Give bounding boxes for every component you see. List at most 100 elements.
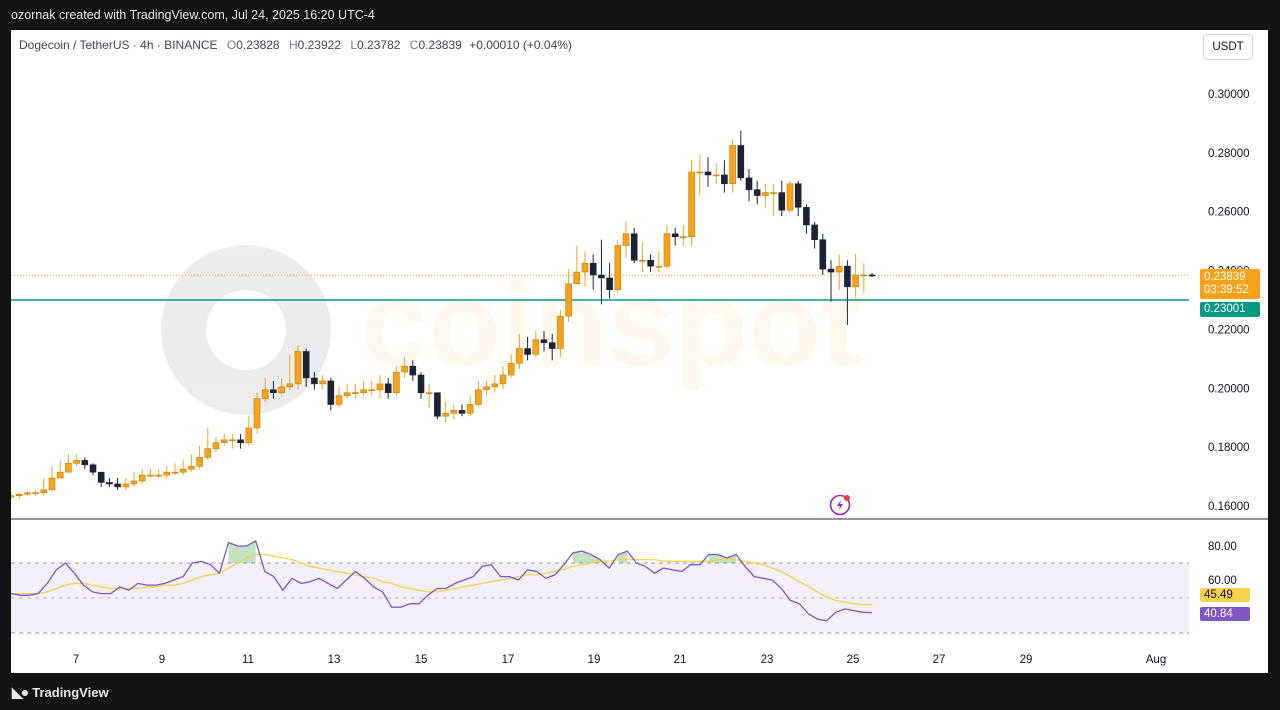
rsi-ma-badge: 45.49 xyxy=(1200,588,1250,602)
price-axis-label: 0.28000 xyxy=(1208,148,1250,160)
time-axis-label: 27 xyxy=(933,654,946,666)
candle-body xyxy=(278,386,285,394)
candle-body xyxy=(434,392,441,417)
candle-body xyxy=(56,471,64,479)
high-value: 0.23922 xyxy=(297,38,342,52)
change-value: +0.00010 (+0.04%) xyxy=(469,38,572,52)
candle-body xyxy=(32,492,39,495)
rsi-axis-label: 80.00 xyxy=(1208,541,1237,553)
candle-body xyxy=(294,351,302,385)
lightning-icon[interactable] xyxy=(829,494,851,516)
candle-body xyxy=(417,374,425,393)
candle-body xyxy=(548,342,556,349)
candle-body xyxy=(589,262,597,276)
candle-body xyxy=(737,145,745,179)
rsi-band-fill xyxy=(11,563,1189,633)
last-price-badge: 0.23839 03:39:52 xyxy=(1200,269,1260,299)
candle-body xyxy=(614,245,622,291)
candle-body xyxy=(721,174,728,185)
chart-panel[interactable]: coinspot 0.300000.280000.260000.240000.2… xyxy=(11,30,1268,673)
currency-button[interactable]: USDT xyxy=(1203,34,1253,60)
candle-body xyxy=(360,389,367,393)
candle-body xyxy=(450,410,458,414)
candle-body xyxy=(81,460,89,466)
time-axis-label: 29 xyxy=(1020,654,1033,666)
candle-body xyxy=(507,362,515,376)
candle-body xyxy=(639,259,646,262)
candle-body xyxy=(688,171,695,238)
candle-body xyxy=(97,471,105,483)
close-label: C xyxy=(409,38,419,52)
candle-body xyxy=(803,207,810,226)
candle-body xyxy=(65,463,72,473)
candle-body xyxy=(114,483,121,488)
price-axis-label: 0.20000 xyxy=(1208,383,1250,395)
candle-body xyxy=(532,339,540,355)
candle-body xyxy=(188,465,195,470)
time-axis-label: 17 xyxy=(502,654,515,666)
time-axis-label: 21 xyxy=(674,654,687,666)
candle-body xyxy=(466,404,474,414)
candle-body xyxy=(376,383,384,391)
candle-body xyxy=(573,271,581,285)
candle-body xyxy=(130,480,138,485)
candle-body xyxy=(630,233,638,261)
chart-canvas[interactable]: coinspot 0.300000.280000.260000.240000.2… xyxy=(11,30,1268,673)
candle-body xyxy=(393,371,400,394)
candle-body xyxy=(499,374,507,385)
high-label: H xyxy=(288,38,298,52)
candle-body xyxy=(220,439,228,444)
open-value: 0.23828 xyxy=(236,38,280,52)
candle-body xyxy=(171,471,179,474)
candle-body xyxy=(48,477,56,491)
candle-body xyxy=(671,233,679,238)
candle-body xyxy=(835,265,843,273)
low-label: L xyxy=(350,38,358,52)
candle-body xyxy=(343,392,351,396)
rsi-overbought-fill xyxy=(708,554,737,563)
tradingview-footer: ◣● TradingView xyxy=(0,680,412,704)
time-axis-label: 11 xyxy=(242,654,254,666)
candle-body xyxy=(475,389,482,405)
candle-body xyxy=(483,386,490,391)
candle-body xyxy=(491,383,499,388)
candle-body xyxy=(647,259,654,267)
candle-body xyxy=(11,495,15,498)
candle-body xyxy=(138,474,146,482)
candle-body xyxy=(655,265,663,268)
rsi-overbought-fill xyxy=(572,551,601,563)
candle-body xyxy=(24,492,31,495)
candle-body xyxy=(179,468,187,473)
rsi-line xyxy=(11,539,873,622)
candle-body xyxy=(163,471,171,476)
time-axis-label: Aug xyxy=(1146,654,1166,666)
candle-body xyxy=(147,474,154,477)
candle-body xyxy=(762,192,769,196)
tradingview-logo-icon: ◣● xyxy=(12,683,29,700)
candle-body xyxy=(245,427,253,444)
candle-body xyxy=(753,189,761,196)
candle-body xyxy=(229,439,236,442)
candle-body xyxy=(516,348,523,364)
candle-body xyxy=(212,442,220,449)
level-price-badge: 0.23001 xyxy=(1200,302,1260,317)
symbol-title[interactable]: Dogecoin / TetherUS · 4h · BINANCE xyxy=(19,38,218,52)
candle-body xyxy=(663,233,671,267)
time-axis-label: 19 xyxy=(588,654,601,666)
last-price-value: 0.23839 xyxy=(1204,271,1246,283)
rsi-axis-label: 60.00 xyxy=(1208,575,1237,587)
candle-body xyxy=(770,192,777,194)
price-axis-label: 0.22000 xyxy=(1208,324,1250,336)
candle-body xyxy=(89,464,97,473)
candle-body xyxy=(368,389,376,392)
candle-body xyxy=(286,383,294,388)
candle-body xyxy=(409,365,417,376)
time-axis-label: 15 xyxy=(415,654,428,666)
candle-body xyxy=(106,482,113,485)
candle-body xyxy=(704,171,712,176)
candle-body xyxy=(696,171,704,174)
bar-countdown: 03:39:52 xyxy=(1204,284,1249,296)
candle-body xyxy=(352,392,359,395)
rsi-value-badge: 40.84 xyxy=(1200,607,1250,621)
candle-body xyxy=(319,380,326,385)
